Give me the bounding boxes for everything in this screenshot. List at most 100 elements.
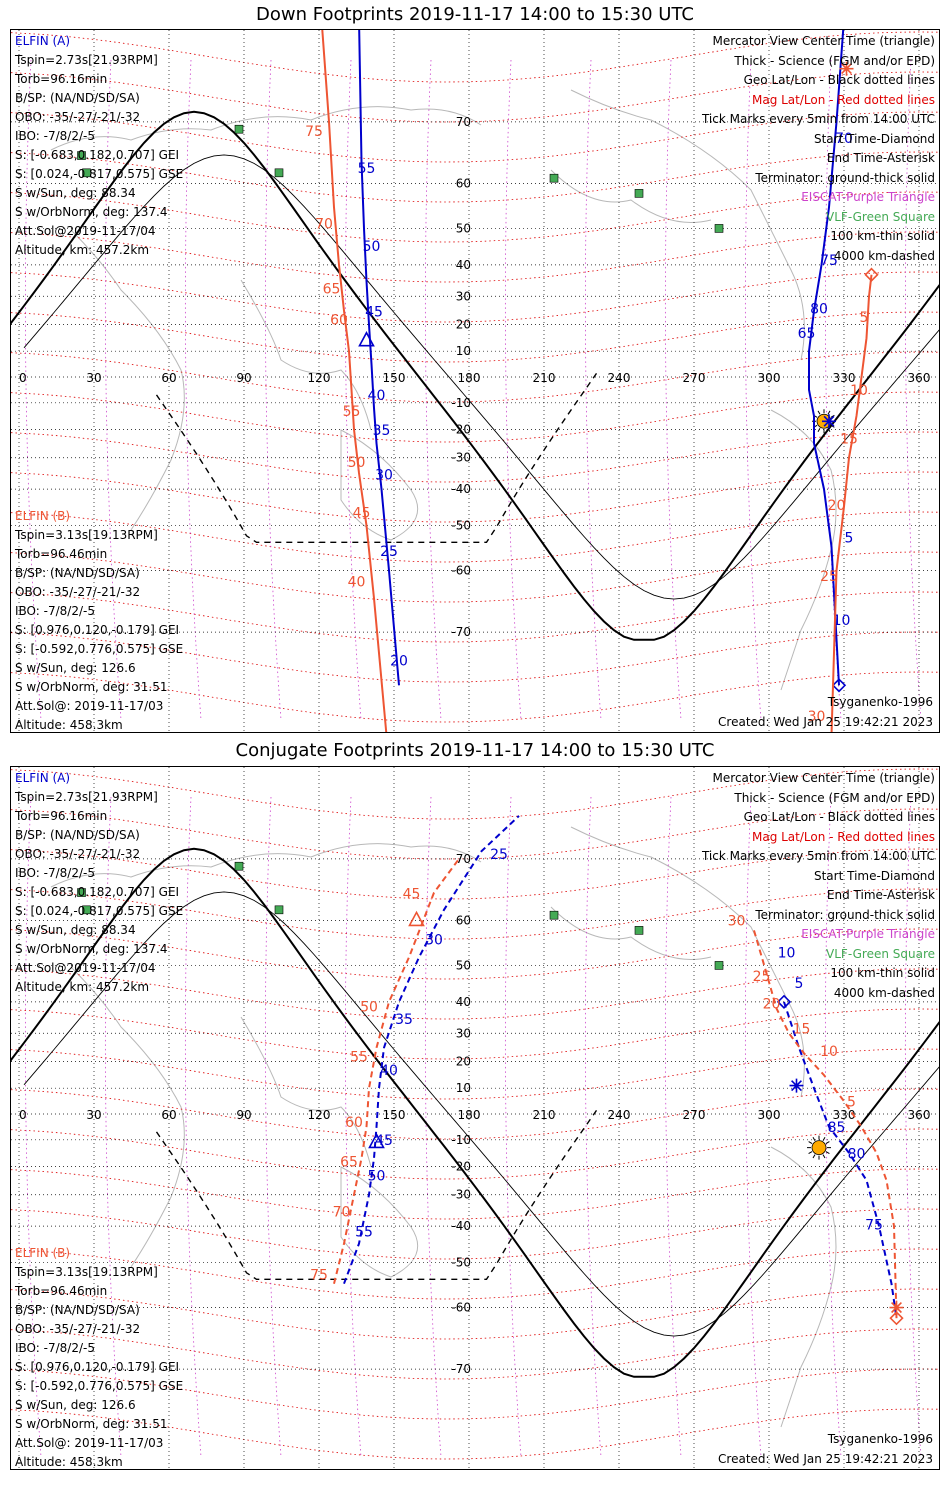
mag-lat-line [11,31,939,83]
elfin-a-info-line: IBO: -7/8/2/-5 [15,866,95,880]
legend-entry: Mag Lat/Lon - Red dotted lines [751,92,935,107]
down-legend: Mercator View Center Time (triangle) Thic… [702,32,935,266]
elfin-b-tick-label: 25 [820,569,838,585]
mag-lon-line [104,59,122,721]
elfin-a-info-line: B/SP: (NA/ND/SD/SA) [15,828,140,842]
legend-entry: Thick - Science (FGM and/or EPD) [734,790,935,805]
legend-entry: 4000 km-dashed [833,985,935,1000]
down-title: Down Footprints 2019-11-17 14:00 to 15:3… [256,4,694,25]
lat-tick-label: -50 [451,1256,471,1270]
legend-entry: Thick - Science (FGM and/or EPD) [734,53,935,68]
subsolar-sun-icon [811,1140,827,1156]
elfin-a-tick-label: 25 [490,847,508,863]
terminator-4000km-line [155,373,598,543]
lon-tick-label: 150 [383,371,406,385]
legend-entry: End Time-Asterisk [826,151,935,165]
mag-lat-line [11,1288,939,1340]
down-map-frame: 70 60 50 40 30 20 10 -10 -20 -30 -40 -50 -60 -70 0 30 60… [10,29,940,733]
lon-tick-label: 240 [608,371,631,385]
lat-tick-label: 40 [456,258,471,272]
elfin-b-tick-label: 50 [348,455,366,471]
lon-tick-label: 120 [308,1108,331,1122]
elfin-b-tick-label: 75 [310,1267,328,1283]
coastline-0 [50,843,482,888]
elfin-a-tick-label: 45 [365,304,383,320]
coastline-2 [240,279,372,431]
mag-lat-line [11,1088,939,1140]
elfin-b-tick-label: 40 [348,575,366,591]
elfin-b-info-line: Altitude: 458.3km [15,1455,123,1469]
elfin-a-info-line: Tspin=2.73s[21.93RPM] [15,53,158,67]
mag-lon-line [104,796,122,1458]
terminator-100km-line [23,154,939,600]
mag-lat-line [11,1408,939,1460]
mag-lat-line [11,808,939,860]
elfin-a-center-triangle [358,331,375,347]
elfin-a-end-asterisk [822,414,836,429]
elfin-a-info-line: S: [-0.683,0.182,0.707] GEI [15,885,180,899]
lat-tick-label: -60 [451,564,471,578]
mag-lon-line [264,59,282,721]
conjugate-legend: Mercator View Center Time (triangle) Thic… [702,769,935,1003]
coastline-1 [70,966,185,1268]
elfin-b-tick-label: 60 [330,313,348,329]
elfin-a-info-line: B/SP: (NA/ND/SD/SA) [15,91,140,105]
elfin-a-start-diamond [831,678,847,693]
legend-entry: Geo Lat/Lon - Black dotted lines [743,810,935,824]
conjugate-created: Created: Wed Jan 25 19:42:21 2023 [718,1452,933,1466]
vlf-station-square [549,173,559,183]
terminator-ground-line [11,847,939,1378]
elfin-b-info-line: S w/OrbNorm, deg: 31.51 [15,680,168,694]
mag-lat-line [11,1168,939,1220]
elfin-b-tick-label: 15 [793,1021,811,1037]
elfin-b-tick-label: 30 [728,913,746,929]
lon-tick-label: 330 [833,1108,856,1122]
elfin-a-tick-label: 5 [845,530,854,546]
mag-lat-line [11,111,939,163]
elfin-b-tick-label: 45 [353,506,371,522]
elfin-b-info-line: IBO: -7/8/2/-5 [15,1341,95,1355]
elfin-a-end-asterisk [789,1078,804,1093]
elfin-a-tick-label: 20 [390,653,408,669]
vlf-station-square [634,189,644,198]
mag-lat-line [11,151,939,203]
elfin-b-tick-label: 25 [753,969,771,985]
lon-tick-label: 270 [683,371,706,385]
lat-tick-label: -10 [451,1133,471,1147]
lat-tick-label: 20 [456,1055,471,1069]
elfin-a-info-line: Altitude, km: 457.2km [15,243,150,257]
elfin-b-track-1 [753,930,898,1319]
elfin-b-info-line: B/SP: (NA/ND/SD/SA) [15,1303,140,1317]
vlf-station-square [274,905,284,915]
mag-lon-line [504,796,522,1458]
elfin-a-tick-label: 55 [358,161,376,177]
vlf-station-square [634,926,644,935]
elfin-b-tick-label: 45 [403,887,421,903]
lon-tick-label: 180 [458,1108,481,1122]
lat-tick-label: 50 [456,958,471,972]
mag-lon-line [344,796,362,1458]
lat-tick-label: 60 [456,913,471,927]
down-map-svg: 70 60 50 40 30 20 10 -10 -20 -30 -40 -50 -60 -70 0 30 60… [11,30,939,732]
elfin-b-info-line: B/SP: (NA/ND/SD/SA) [15,566,140,580]
lat-tick-label: -40 [451,1219,471,1233]
legend-entry: Terminator: ground-thick solid [755,170,935,185]
elfin-b-info-line: Att.Sol@: 2019-11-17/03 [15,1436,164,1450]
coastline-0 [50,106,482,151]
elfin-b-tick-label: 75 [305,124,323,140]
elfin-b-info-line: S: [-0.592,0.776,0.575] GSE [15,642,184,656]
elfin-b-info-line: Altitude: 458.3km [15,718,123,732]
mag-lat-line [11,71,939,123]
elfin-a-info-line: Altitude, km: 457.2km [15,980,150,994]
elfin-b-center-triangle [408,910,425,927]
conjugate-credit: Tsyganenko-1996 [827,1432,933,1446]
elfin-a-info-line: OBO: -35/-27/-21/-32 [15,110,141,124]
legend-entry: EISCAT-Purple Triangle [801,190,935,204]
elfin-b-tick-label: 5 [860,310,869,326]
conjugate-elfin-a-info: ELFIN (A) Tspin=2.73s[21.93RPM] Torb=96.16… [15,769,183,997]
elfin-a-tick-label: 25 [380,544,398,560]
legend-entry: EISCAT-Purple Triangle [801,927,935,941]
lat-tick-label: 70 [456,852,471,866]
mag-lat-line [11,391,939,443]
legend-entry: Tick Marks every 5min from 14:00 UTC [701,849,935,863]
